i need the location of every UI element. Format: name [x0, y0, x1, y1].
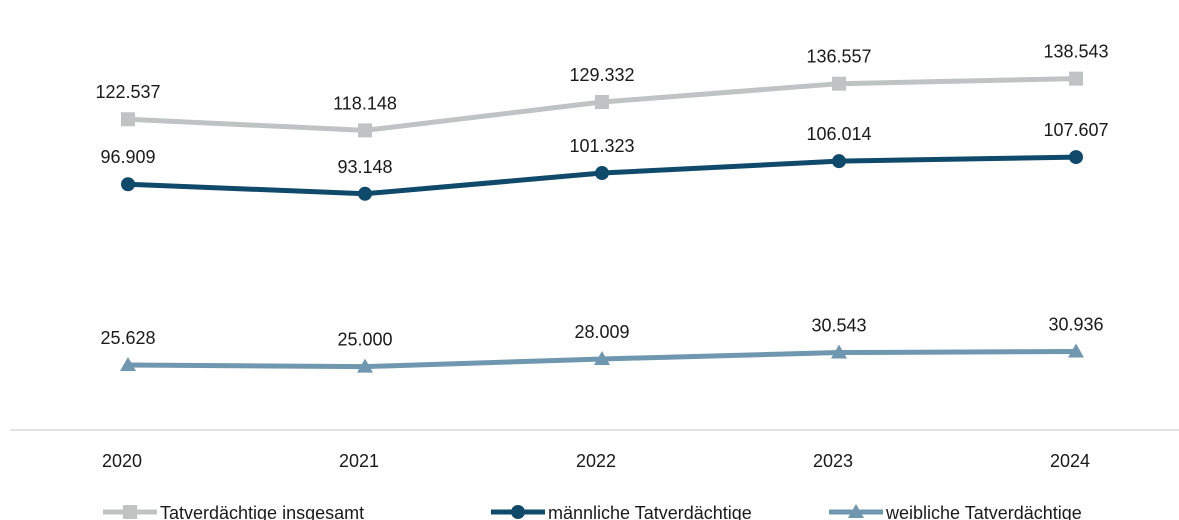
series-1-data-label: 136.557: [806, 47, 871, 67]
legend-item-3: weibliche Tatverdächtige: [829, 503, 1082, 520]
series-2-marker: [832, 154, 846, 169]
legend-label: Tatverdächtige insgesamt: [160, 503, 364, 520]
series-1-data-label: 118.148: [333, 93, 397, 113]
series-3-marker: [831, 344, 847, 359]
legend-marker: [848, 504, 864, 518]
series-2: 96.909 93.148 101.323 106.014 107.607: [100, 120, 1109, 201]
series-1-marker: [358, 123, 372, 138]
series-2-data-label: 93.148: [337, 157, 392, 177]
series-3-data-label: 30.936: [1048, 315, 1103, 335]
series-1-marker: [595, 95, 609, 110]
legend-marker: [511, 505, 525, 519]
x-tick-label: 2023: [813, 451, 853, 471]
series-1: 122.537 118.148 129.332 136.557 138.543: [95, 42, 1109, 138]
series-2-marker: [121, 177, 135, 192]
series-1-marker: [121, 112, 135, 127]
series-3-data-label: 25.000: [337, 330, 392, 350]
series-3-marker: [594, 350, 610, 365]
series-2-marker: [358, 186, 372, 201]
series-1-data-label: 138.543: [1043, 42, 1108, 62]
series-2-marker: [595, 166, 609, 181]
x-axis-ticks: 2020 2021 2022 2023 2024: [102, 451, 1090, 471]
series-2-data-label: 107.607: [1043, 120, 1108, 140]
series-1-marker: [832, 76, 846, 91]
legend: Tatverdächtige insgesamt männliche Tatver…: [103, 503, 1082, 520]
legend-item-2: männliche Tatverdächtige: [491, 503, 752, 520]
series-layer: 122.537 118.148 129.332 136.557 138.543 96.90…: [95, 42, 1109, 373]
x-tick-label: 2021: [339, 451, 379, 471]
x-tick-label: 2024: [1050, 451, 1090, 471]
legend-label: weibliche Tatverdächtige: [885, 503, 1082, 520]
series-1-data-label: 122.537: [95, 82, 160, 102]
legend-item-1: Tatverdächtige insgesamt: [103, 503, 364, 520]
series-1-marker: [1069, 71, 1083, 86]
series-3-marker: [120, 357, 136, 372]
series-2-data-label: 106.014: [806, 124, 871, 144]
series-3-data-label: 30.543: [811, 316, 866, 336]
series-2-data-label: 101.323: [569, 136, 634, 156]
series-3: 25.628 25.000 28.009 30.543 30.936: [100, 315, 1104, 373]
series-3-data-label: 25.628: [100, 328, 155, 348]
series-3-marker: [1068, 343, 1084, 358]
series-2-data-label: 96.909: [100, 147, 155, 167]
series-2-marker: [1069, 150, 1083, 165]
series-1-data-label: 129.332: [569, 65, 634, 85]
series-3-data-label: 28.009: [574, 322, 629, 342]
legend-label: männliche Tatverdächtige: [548, 503, 752, 520]
x-tick-label: 2022: [576, 451, 616, 471]
x-tick-label: 2020: [102, 451, 142, 471]
legend-marker: [123, 505, 137, 519]
series-3-marker: [357, 358, 373, 373]
